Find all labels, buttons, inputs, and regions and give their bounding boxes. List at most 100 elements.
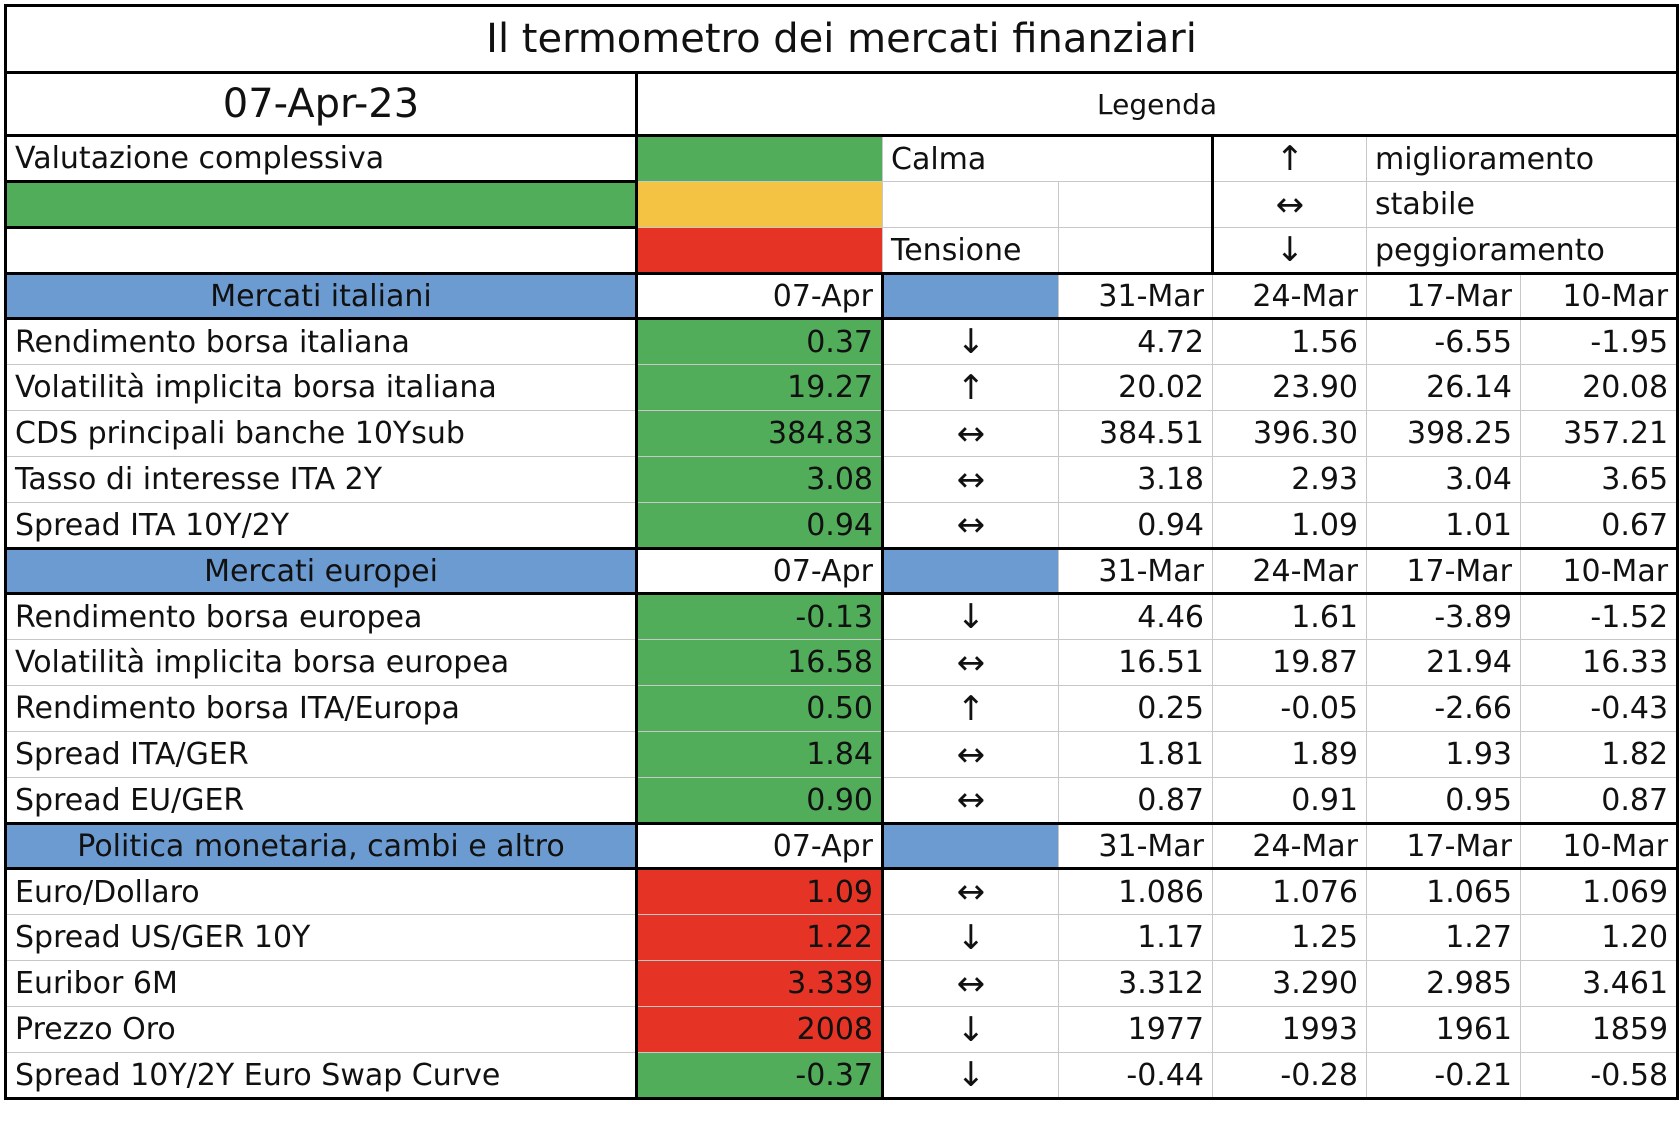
history-value-cell: 0.87 bbox=[1058, 777, 1213, 824]
history-value-cell: -1.95 bbox=[1519, 318, 1680, 365]
indicator-row: Spread 10Y/2Y Euro Swap Curve -0.37 ↓ -0.44… bbox=[4, 1052, 1680, 1100]
arrow-down-icon: ↓ bbox=[1211, 227, 1367, 274]
history-date-header: 10-Mar bbox=[1519, 547, 1680, 595]
legend-empty-cell bbox=[882, 181, 1059, 228]
indicator-row: Euro/Dollaro 1.09 ↔ 1.086 1.076 1.065 1.069 bbox=[4, 868, 1680, 915]
history-date-header: 10-Mar bbox=[1519, 272, 1680, 320]
indicator-label: Volatilità implicita borsa europea bbox=[4, 639, 637, 686]
current-value-cell: 0.90 bbox=[635, 777, 884, 824]
current-value-cell: 0.50 bbox=[635, 685, 884, 732]
history-date-header: 10-Mar bbox=[1519, 822, 1680, 870]
arrow-both-icon: ↔ bbox=[882, 502, 1059, 549]
history-value-cell: 0.91 bbox=[1212, 777, 1367, 824]
section-title: Mercati italiani bbox=[4, 272, 637, 320]
history-value-cell: 23.90 bbox=[1212, 364, 1367, 411]
history-value-cell: 2.93 bbox=[1212, 456, 1367, 503]
history-value-cell: 21.94 bbox=[1366, 639, 1521, 686]
arrow-both-icon: ↔ bbox=[882, 639, 1059, 686]
current-value-cell: 1.22 bbox=[635, 914, 884, 961]
indicator-label: Rendimento borsa italiana bbox=[4, 318, 637, 365]
history-value-cell: 1977 bbox=[1058, 1006, 1213, 1053]
indicator-row: Rendimento borsa italiana 0.37 ↓ 4.72 1.56 -6… bbox=[4, 318, 1680, 365]
history-value-cell: 16.33 bbox=[1519, 639, 1680, 686]
history-value-cell: 3.04 bbox=[1366, 456, 1521, 503]
indicator-label: CDS principali banche 10Ysub bbox=[4, 410, 637, 457]
arrow-down-icon: ↓ bbox=[882, 1052, 1059, 1100]
history-value-cell: 16.51 bbox=[1058, 639, 1213, 686]
history-value-cell: 3.290 bbox=[1212, 960, 1367, 1007]
history-date-header: 17-Mar bbox=[1366, 822, 1521, 870]
section-header-row: Politica monetaria, cambi e altro 07-Apr 3… bbox=[4, 822, 1680, 870]
arrow-down-icon: ↓ bbox=[882, 318, 1059, 365]
history-value-cell: 3.65 bbox=[1519, 456, 1680, 503]
history-value-cell: 3.461 bbox=[1519, 960, 1680, 1007]
overall-label: Valutazione complessiva bbox=[4, 135, 637, 182]
arrow-both-icon: ↔ bbox=[882, 777, 1059, 824]
trend-header-cell bbox=[882, 272, 1059, 320]
history-date-header: 31-Mar bbox=[1058, 822, 1213, 870]
current-value-cell: 0.94 bbox=[635, 502, 884, 549]
history-value-cell: 2.985 bbox=[1366, 960, 1521, 1007]
history-value-cell: -3.89 bbox=[1366, 593, 1521, 640]
history-value-cell: 1.17 bbox=[1058, 914, 1213, 961]
history-value-cell: 1961 bbox=[1366, 1006, 1521, 1053]
current-value-cell: 2008 bbox=[635, 1006, 884, 1053]
arrow-up-icon: ↑ bbox=[882, 364, 1059, 411]
indicator-row: Spread US/GER 10Y 1.22 ↓ 1.17 1.25 1.27 1.20 bbox=[4, 914, 1680, 961]
indicator-label: Rendimento borsa ITA/Europa bbox=[4, 685, 637, 732]
history-value-cell: 384.51 bbox=[1058, 410, 1213, 457]
current-date-header: 07-Apr bbox=[635, 272, 884, 320]
history-value-cell: -0.21 bbox=[1366, 1052, 1521, 1100]
history-value-cell: 1.93 bbox=[1366, 731, 1521, 778]
history-value-cell: 0.87 bbox=[1519, 777, 1680, 824]
history-value-cell: -1.52 bbox=[1519, 593, 1680, 640]
arrow-both-icon: ↔ bbox=[882, 960, 1059, 1007]
history-date-header: 17-Mar bbox=[1366, 272, 1521, 320]
trend-header-cell bbox=[882, 547, 1059, 595]
legend-improve-label: miglioramento bbox=[1365, 135, 1680, 182]
arrow-up-icon: ↑ bbox=[882, 685, 1059, 732]
legend-empty-cell bbox=[1058, 181, 1213, 228]
indicator-label: Rendimento borsa europea bbox=[4, 593, 637, 640]
history-value-cell: -0.28 bbox=[1212, 1052, 1367, 1100]
history-value-cell: -2.66 bbox=[1366, 685, 1521, 732]
history-value-cell: 3.312 bbox=[1058, 960, 1213, 1007]
legend-stable-label: stabile bbox=[1365, 181, 1680, 228]
history-value-cell: 0.94 bbox=[1058, 502, 1213, 549]
history-value-cell: 26.14 bbox=[1366, 364, 1521, 411]
current-date-header: 07-Apr bbox=[635, 547, 884, 595]
trend-header-cell bbox=[882, 822, 1059, 870]
section-title: Mercati europei bbox=[4, 547, 637, 595]
current-value-cell: 1.84 bbox=[635, 731, 884, 778]
current-value-cell: 19.27 bbox=[635, 364, 884, 411]
history-value-cell: 1.81 bbox=[1058, 731, 1213, 778]
section-header-row: Mercati europei 07-Apr 31-Mar 24-Mar 17-Mar 1… bbox=[4, 547, 1680, 595]
history-date-header: 24-Mar bbox=[1212, 822, 1367, 870]
indicator-row: Volatilità implicita borsa italiana 19.27… bbox=[4, 364, 1680, 411]
history-value-cell: 396.30 bbox=[1212, 410, 1367, 457]
market-thermometer-table: Il termometro dei mercati finanziari 07-… bbox=[3, 4, 1680, 1100]
history-value-cell: 1859 bbox=[1519, 1006, 1680, 1053]
section-title: Politica monetaria, cambi e altro bbox=[4, 822, 637, 870]
overall-empty-cell bbox=[4, 227, 637, 274]
history-value-cell: 1.27 bbox=[1366, 914, 1521, 961]
history-value-cell: 1.065 bbox=[1366, 868, 1521, 915]
arrow-down-icon: ↓ bbox=[882, 1006, 1059, 1053]
arrow-both-icon: ↔ bbox=[1211, 181, 1367, 228]
arrow-both-icon: ↔ bbox=[882, 456, 1059, 503]
overall-status-indicator bbox=[4, 180, 638, 229]
history-value-cell: 0.67 bbox=[1519, 502, 1680, 549]
history-value-cell: 1.076 bbox=[1212, 868, 1367, 915]
indicator-row: Euribor 6M 3.339 ↔ 3.312 3.290 2.985 3.461 bbox=[4, 960, 1680, 1007]
current-value-cell: -0.37 bbox=[635, 1052, 884, 1100]
legend-calm-label: Calma bbox=[882, 135, 1213, 182]
history-value-cell: 1.086 bbox=[1058, 868, 1213, 915]
indicator-label: Spread EU/GER bbox=[4, 777, 637, 824]
current-value-cell: 3.08 bbox=[635, 456, 884, 503]
history-value-cell: -0.58 bbox=[1519, 1052, 1680, 1100]
indicator-label: Spread ITA 10Y/2Y bbox=[4, 502, 637, 549]
indicator-row: Volatilità implicita borsa europea 16.58 ↔… bbox=[4, 639, 1680, 686]
indicator-label: Spread 10Y/2Y Euro Swap Curve bbox=[4, 1052, 637, 1100]
arrow-both-icon: ↔ bbox=[882, 868, 1059, 915]
history-value-cell: 20.08 bbox=[1519, 364, 1680, 411]
